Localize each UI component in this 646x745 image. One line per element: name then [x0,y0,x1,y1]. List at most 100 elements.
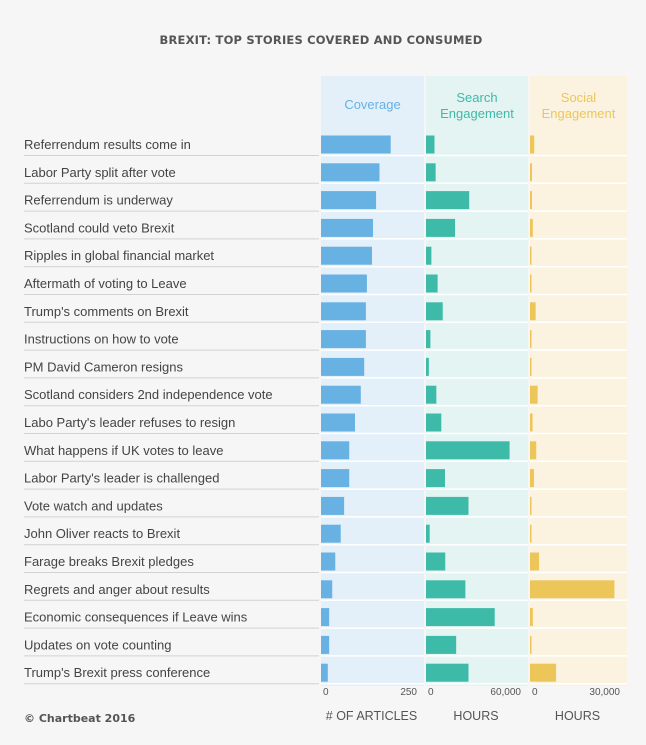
bar-social [530,302,536,321]
bar-search [426,385,437,404]
unit-label-1: HOURS [453,709,498,723]
bar-social [530,635,532,654]
tick-label-1-max: 60,000 [490,687,521,698]
bar-social [530,441,537,460]
bar-search [426,191,470,210]
credit-text: © Chartbeat 2016 [24,712,136,725]
panel-header-0: Coverage [344,97,400,112]
bar-search [426,302,443,321]
bar-coverage [321,191,377,210]
category-label: Updates on vote counting [24,637,171,652]
bar-search [426,274,438,293]
bar-coverage [321,246,372,265]
bar-social [530,246,532,265]
bar-social [530,663,557,682]
bar-search [426,552,446,571]
bar-social [530,552,540,571]
bar-coverage [321,274,367,293]
table-row: Referrendum results come in [24,135,627,157]
bar-coverage [321,302,366,321]
category-label: Regrets and anger about results [24,582,210,597]
bar-social [530,218,533,237]
bar-coverage [321,330,366,349]
bar-search [426,469,445,488]
table-row: Labor Party split after vote [24,163,627,185]
unit-label-0: # OF ARTICLES [326,709,417,723]
bar-social [530,608,533,627]
table-row: PM David Cameron resigns [24,357,627,379]
category-label: Farage breaks Brexit pledges [24,554,194,569]
bar-social [530,191,532,210]
category-label: Labor Party split after vote [24,165,176,180]
bar-search [426,135,435,154]
tick-label-0-max: 250 [400,687,417,698]
bar-coverage [321,218,374,237]
category-label: Aftermath of voting to Leave [24,276,187,291]
chart-title: BREXIT: TOP STORIES COVERED AND CONSUMED [160,33,483,47]
bar-social [530,357,532,376]
bar-coverage [321,496,345,515]
bar-search [426,357,429,376]
bar-search [426,496,469,515]
bar-coverage [321,524,341,543]
bar-social [530,163,532,182]
table-row: Scotland could veto Brexit [24,218,627,240]
category-label: Trump's Brexit press conference [24,665,210,680]
category-label: Economic consequences if Leave wins [24,610,248,625]
table-row: Trump's Brexit press conference [24,663,627,685]
table-row: Updates on vote counting [24,635,627,657]
table-row: Ripples in global financial market [24,246,627,268]
category-label: Ripples in global financial market [24,248,214,263]
bar-coverage [321,385,361,404]
table-row: Instructions on how to vote [24,330,627,351]
panel-header-2: Social Engagement [542,90,616,121]
category-label: PM David Cameron resigns [24,359,183,374]
tick-label-0-min: 0 [323,687,329,698]
category-label: Referrendum is underway [24,193,173,208]
table-row: Vote watch and updates [24,496,627,518]
axes: 0 250 # OF ARTICLES 0 60,000 HOURS 0 30,000 HOUR… [323,687,620,723]
category-label: What happens if UK votes to leave [24,443,223,458]
category-label: Trump's comments on Brexit [24,304,189,319]
category-label: Instructions on how to vote [24,332,179,347]
bar-social [530,274,532,293]
bar-coverage [321,413,355,432]
panel-header-1: Search Engagement [440,90,514,121]
table-row: Farage breaks Brexit pledges [24,552,627,574]
category-label: Vote watch and updates [24,498,163,513]
tick-label-1-min: 0 [428,687,434,698]
bar-coverage [321,580,333,599]
bar-search [426,608,495,627]
table-row: John Oliver reacts to Brexit [24,524,627,546]
bar-social [530,580,615,599]
bar-search [426,246,432,265]
bar-coverage [321,608,330,627]
bar-social [530,135,535,154]
panel-headers: Coverage Search Engagement Social Engagement [344,90,615,121]
category-label: John Oliver reacts to Brexit [24,526,180,541]
bar-coverage [321,635,330,654]
table-row: Aftermath of voting to Leave [24,274,627,296]
bar-search [426,635,457,654]
bar-social [530,330,532,349]
bar-search [426,441,510,460]
bar-social [530,413,533,432]
bar-coverage [321,469,350,488]
table-row: What happens if UK votes to leave [24,441,627,463]
tick-label-2-min: 0 [532,687,538,698]
category-label: Scotland could veto Brexit [24,220,175,235]
table-row: Trump's comments on Brexit [24,302,627,324]
table-row: Scotland considers 2nd independence vote [24,385,627,407]
unit-label-2: HOURS [555,709,600,723]
bar-search [426,524,430,543]
bar-coverage [321,552,336,571]
bar-coverage [321,663,328,682]
category-label: Referrendum results come in [24,137,191,152]
bar-coverage [321,441,350,460]
bar-coverage [321,163,380,182]
bar-search [426,218,456,237]
rows: Referrendum results come in Labor Party s… [24,135,627,685]
category-label: Labor Party's leader is challenged [24,471,219,486]
tick-label-2-max: 30,000 [589,687,620,698]
